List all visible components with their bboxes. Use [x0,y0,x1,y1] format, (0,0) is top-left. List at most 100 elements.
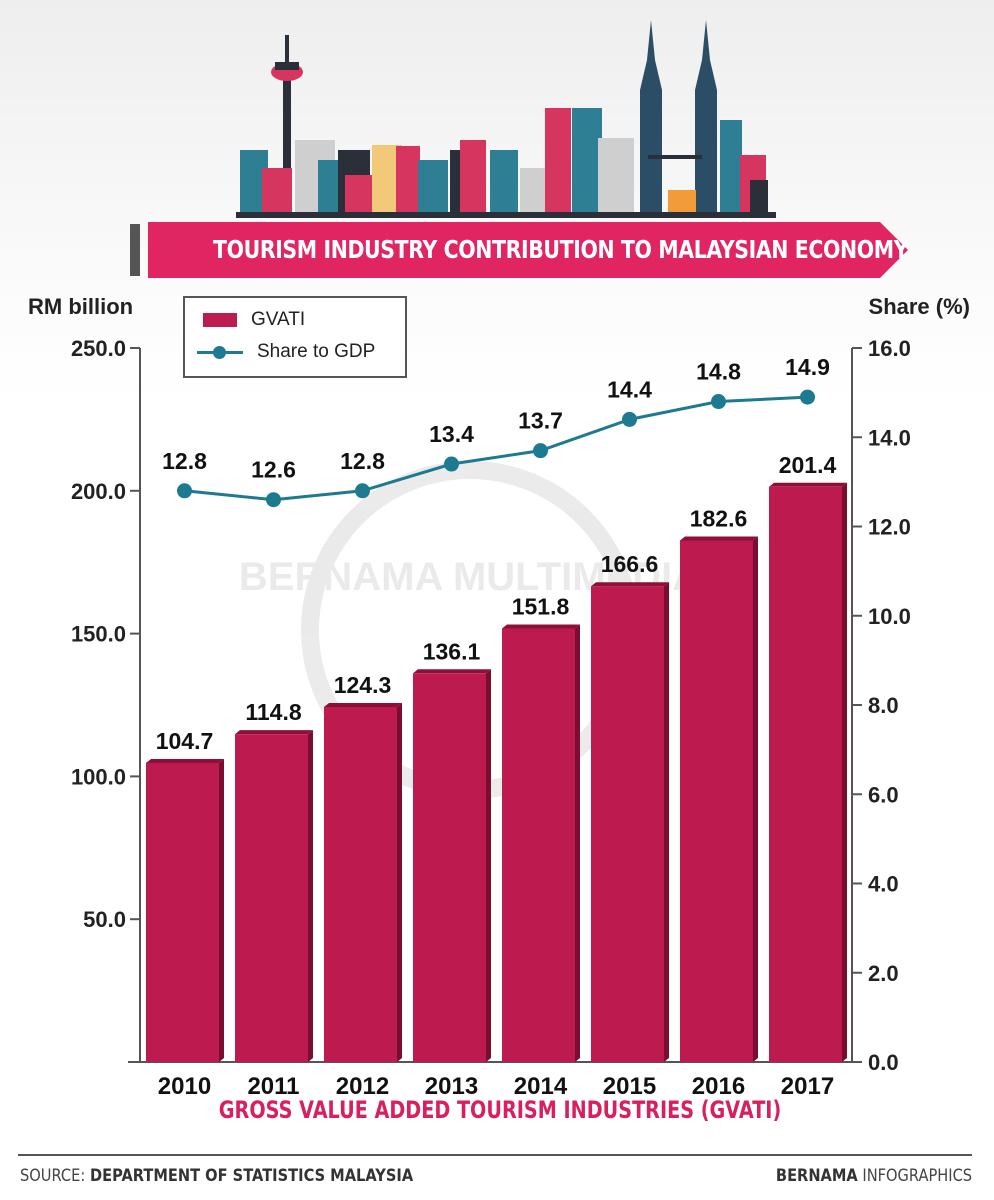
x-tick-label: 2017 [781,1073,834,1100]
line-series [177,389,815,508]
legend-item-gvati: GVATI [203,308,305,332]
bar-top [502,624,580,629]
line-value-label: 12.8 [340,448,385,474]
bar-face [413,673,486,1062]
line-value-label: 12.8 [162,448,207,474]
y2-tick-label: 0.0 [868,1050,899,1075]
legend: GVATI Share to GDP [183,296,407,378]
bar-value-label: 114.8 [245,699,301,725]
bar-side [308,730,313,1062]
x-axis-title: GROSS VALUE ADDED TOURISM INDUSTRIES (GV… [218,1096,782,1124]
y-tick-label: 150.0 [71,622,126,647]
line-value-label: 14.8 [696,359,741,385]
bar-face [146,762,219,1062]
bar [591,582,669,1062]
skyline-illustration [236,20,776,218]
bar [502,624,580,1062]
y-tick-labels: 50.0 100.0 150.0 200.0 250.0 [71,336,126,932]
x-tick-label: 2012 [336,1073,389,1100]
line-point [177,483,192,499]
y2-tick-label: 6.0 [868,782,899,807]
bar-side [664,582,669,1062]
bar-side [753,536,758,1062]
bar-top [413,669,491,674]
x-tick-label: 2014 [514,1073,568,1100]
bar [324,702,402,1062]
x-tick-label: 2011 [247,1073,299,1100]
bar-side [219,758,224,1062]
bar-face [769,486,842,1062]
bar-face [591,586,664,1062]
line-value-label: 13.4 [429,421,474,447]
bar-side [486,669,491,1062]
bar-value-label: 136.1 [423,638,481,664]
footer-divider [18,1154,972,1156]
bar-value-label: 201.4 [779,452,837,478]
x-tick-label: 2013 [425,1073,478,1100]
line-value-label: 14.9 [785,354,830,380]
credit-note: BERNAMA INFOGRAPHICS [775,1166,972,1186]
line-point [800,389,815,405]
y-tick-label: 200.0 [71,479,126,504]
line-point [533,443,548,459]
bar-value-label: 166.6 [601,551,659,577]
source-note: SOURCE: DEPARTMENT OF STATISTICS MALAYSI… [20,1166,414,1186]
bar-value-label: 151.8 [512,593,570,619]
line-value-label: 12.6 [251,457,296,483]
y-tick-label: 50.0 [83,907,126,932]
x-tick-label: 2016 [692,1073,745,1100]
y2-axis-title: Share (%) [868,294,970,319]
bar-top [324,702,402,707]
line-point [444,456,459,472]
line-point [622,411,637,427]
bar-top [769,482,847,487]
y2-tick-label: 8.0 [868,693,899,718]
y2-tick-label: 4.0 [868,872,899,897]
y-axis-title: RM billion [28,294,134,319]
bar-top [591,582,669,587]
line-value-label: 13.7 [518,408,563,434]
bar-value-label: 124.3 [334,672,392,698]
y2-tick-labels: 0.0 2.0 4.0 6.0 8.0 10.0 12.0 14.0 16.0 [868,336,911,1075]
bar-side [842,482,847,1062]
line-point [355,483,370,499]
bar-face [235,734,308,1062]
y2-tick-label: 16.0 [868,336,911,361]
line-point [711,394,726,410]
legend-line-label: Share to GDP [257,341,376,362]
line-value-label: 14.4 [607,376,652,402]
bar-side [397,702,402,1062]
bar [680,536,758,1062]
bar-value-labels: 104.7 114.8 124.3 136.1 151.8 166.6 182.6 201.4 [156,452,837,754]
bar-face [324,706,397,1062]
bar-face [680,540,753,1062]
y-tick-label: 250.0 [71,336,126,361]
bar-face [502,628,575,1062]
bar-top [235,730,313,735]
bar [146,758,224,1062]
bar [413,669,491,1062]
series-line [184,395,808,502]
legend-bar-swatch [203,313,237,327]
x-tick-labels: 2010 2011 2012 2013 2014 2015 2016 2017 [158,1073,834,1100]
bar [235,730,313,1062]
y2-tick-label: 14.0 [868,425,911,450]
legend-item-share: Share to GDP [197,340,375,364]
line-value-labels: 12.8 12.6 12.8 13.4 13.7 14.4 14.8 14.9 [162,354,830,483]
bar-value-label: 104.7 [156,728,214,754]
y2-tick-label: 10.0 [868,604,911,629]
bar-value-label: 182.6 [690,505,748,531]
line-point [266,492,281,508]
x-tick-label: 2015 [603,1073,656,1100]
bar-side [575,624,580,1062]
bar-series [146,482,847,1062]
bar-top [680,536,758,541]
y2-tick-label: 12.0 [868,515,911,540]
legend-line-swatch [197,345,243,359]
x-tick-label: 2010 [158,1073,211,1100]
bar-top [146,758,224,763]
y2-tick-label: 2.0 [868,961,899,986]
legend-bar-label: GVATI [251,309,306,330]
bar [769,482,847,1062]
